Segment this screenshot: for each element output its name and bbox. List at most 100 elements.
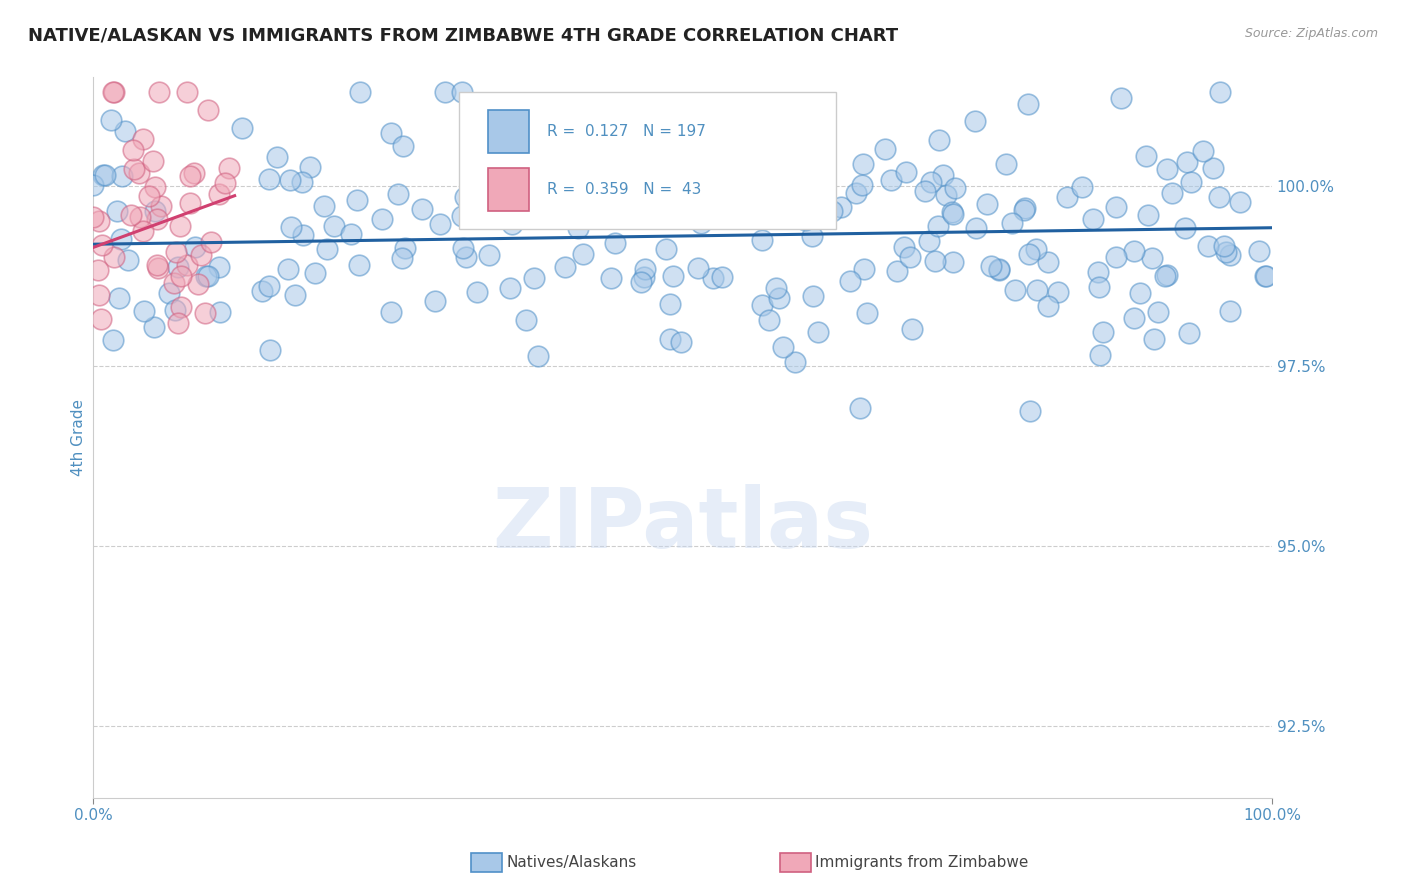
- Point: [676, 209, 699, 223]
- Point: [1090, 348, 1112, 362]
- Point: [257, 279, 280, 293]
- Point: [571, 247, 593, 261]
- Point: [1140, 252, 1163, 266]
- Point: [87, 287, 110, 301]
- Point: [603, 236, 626, 251]
- Point: [291, 175, 314, 189]
- Text: ZIPatlas: ZIPatlas: [492, 483, 873, 565]
- Point: [927, 219, 949, 233]
- Point: [1209, 85, 1232, 99]
- Point: [709, 199, 731, 213]
- Point: [935, 188, 957, 202]
- Point: [898, 250, 921, 264]
- Point: [976, 197, 998, 211]
- Point: [600, 271, 623, 285]
- Point: [634, 262, 657, 277]
- Point: [280, 219, 302, 234]
- Point: [111, 169, 134, 184]
- Point: [515, 313, 537, 327]
- Point: [132, 224, 155, 238]
- FancyBboxPatch shape: [458, 92, 835, 228]
- Point: [1018, 246, 1040, 260]
- Point: [183, 166, 205, 180]
- Point: [129, 211, 152, 225]
- Point: [105, 204, 128, 219]
- Point: [167, 260, 190, 274]
- Point: [659, 297, 682, 311]
- Point: [702, 271, 724, 285]
- Point: [772, 340, 794, 354]
- Point: [434, 85, 457, 99]
- Point: [101, 333, 124, 347]
- Point: [856, 306, 879, 320]
- Point: [914, 184, 936, 198]
- Point: [765, 281, 787, 295]
- Point: [347, 258, 370, 272]
- Point: [380, 305, 402, 319]
- Point: [1014, 201, 1036, 215]
- Point: [312, 199, 335, 213]
- Point: [1017, 97, 1039, 112]
- Point: [143, 179, 166, 194]
- Point: [980, 260, 1002, 274]
- Point: [1156, 162, 1178, 177]
- Point: [1018, 404, 1040, 418]
- Point: [82, 178, 104, 192]
- Point: [1087, 264, 1109, 278]
- Point: [880, 172, 903, 186]
- Point: [1123, 311, 1146, 326]
- Point: [411, 202, 433, 216]
- Point: [218, 161, 240, 175]
- Point: [918, 234, 941, 248]
- Point: [758, 312, 780, 326]
- Point: [1192, 144, 1215, 158]
- Point: [266, 151, 288, 165]
- Point: [91, 238, 114, 252]
- Text: R =  0.359   N =  43: R = 0.359 N = 43: [547, 182, 702, 196]
- Point: [478, 248, 501, 262]
- Point: [142, 154, 165, 169]
- Point: [200, 235, 222, 250]
- Point: [851, 178, 873, 192]
- Point: [527, 349, 550, 363]
- Point: [785, 189, 807, 203]
- Point: [280, 173, 302, 187]
- Point: [1229, 194, 1251, 209]
- Point: [165, 303, 187, 318]
- Point: [292, 227, 315, 242]
- Point: [894, 165, 917, 179]
- Point: [1071, 179, 1094, 194]
- Point: [1025, 283, 1047, 297]
- Point: [534, 180, 557, 194]
- Point: [316, 243, 339, 257]
- Point: [648, 138, 671, 153]
- Point: [120, 208, 142, 222]
- Point: [197, 268, 219, 283]
- Point: [1105, 200, 1128, 214]
- Point: [131, 132, 153, 146]
- Point: [751, 233, 773, 247]
- Point: [145, 212, 167, 227]
- Point: [1174, 221, 1197, 235]
- Point: [187, 277, 209, 292]
- Point: [941, 205, 963, 219]
- Point: [208, 260, 231, 274]
- Text: R =  0.127   N = 197: R = 0.127 N = 197: [547, 124, 706, 139]
- Point: [1004, 283, 1026, 297]
- Bar: [488, 110, 529, 153]
- Point: [794, 212, 817, 227]
- Point: [179, 169, 201, 183]
- Point: [690, 216, 713, 230]
- Point: [567, 220, 589, 235]
- Point: [920, 175, 942, 189]
- Point: [1083, 212, 1105, 227]
- Point: [1122, 244, 1144, 259]
- Point: [1012, 202, 1035, 217]
- Point: [839, 274, 862, 288]
- Point: [1254, 269, 1277, 284]
- Text: Immigrants from Zimbabwe: Immigrants from Zimbabwe: [815, 855, 1029, 870]
- Point: [988, 262, 1011, 277]
- Point: [690, 186, 713, 200]
- Point: [451, 85, 474, 99]
- Point: [630, 275, 652, 289]
